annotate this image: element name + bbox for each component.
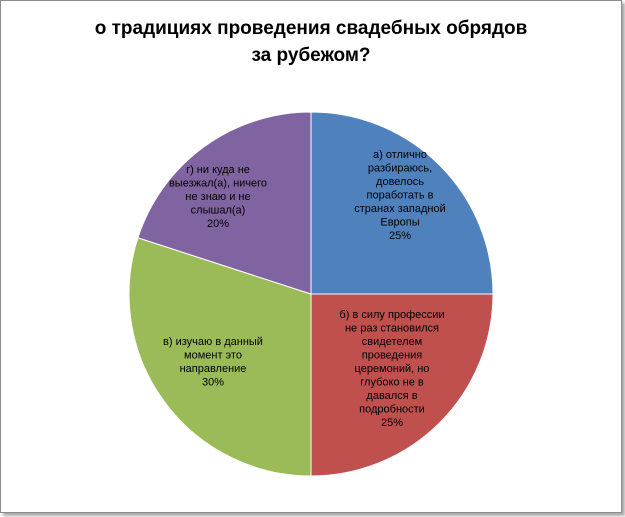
slice-label-3: в) изучаю в данный момент это направление 3… xyxy=(163,336,263,389)
slice-label-line: свидетелем xyxy=(362,336,422,348)
chart-title-line-1: о традициях проведения свадебных обрядов xyxy=(94,18,528,39)
slice-label-line: Европы xyxy=(380,217,419,229)
slice-label-4: г) ни куда не выезжал(а), ничего не знаю и… xyxy=(169,164,267,230)
slice-label-line: проведения xyxy=(362,350,423,362)
slice-label-line: не раз становился xyxy=(345,323,439,335)
slice-label-line: г) ни куда не xyxy=(186,164,250,176)
slice-label-1: а) отлично разбираюсь, довелось поработать … xyxy=(354,149,446,242)
slice-label-line: глубоко не в xyxy=(360,377,424,389)
slice-percent-label: 20% xyxy=(207,218,229,230)
slice-label-line: разбираюсь, xyxy=(368,163,432,175)
slice-label-line: довелось xyxy=(376,176,424,188)
slice-label-line: поработать в xyxy=(367,190,434,202)
chart-title: о традициях проведения свадебных обрядов… xyxy=(1,15,621,69)
slice-label-2: б) в силу профессии не раз становился свид… xyxy=(339,309,444,429)
slice-label-line: момент это xyxy=(184,350,242,362)
pie-slice-2 xyxy=(310,293,494,477)
slice-label-line: направление xyxy=(180,363,247,375)
chart-title-line-2: за рубежом? xyxy=(251,45,371,66)
slice-label-line: выезжал(а), ничего xyxy=(169,178,267,190)
pie-slice-1 xyxy=(310,111,494,295)
slice-label-line: а) отлично xyxy=(373,149,427,161)
slice-label-line: не знаю и не xyxy=(185,191,250,203)
pie-slice-3 xyxy=(128,237,312,477)
slice-label-line: подробности xyxy=(359,404,425,416)
pie-slice-4 xyxy=(137,111,312,295)
slice-label-line: церемоний, но xyxy=(355,363,430,375)
slice-percent-label: 30% xyxy=(202,377,224,389)
slice-percent-label: 25% xyxy=(389,230,411,242)
slice-percent-label: 25% xyxy=(381,417,403,429)
slice-label-line: давался в xyxy=(366,390,417,402)
slice-label-line: в) изучаю в данный xyxy=(163,336,263,348)
slice-label-line: слышал(а) xyxy=(191,205,246,217)
slice-label-line: странах западной xyxy=(354,203,446,215)
slice-label-line: б) в силу профессии xyxy=(339,309,444,321)
